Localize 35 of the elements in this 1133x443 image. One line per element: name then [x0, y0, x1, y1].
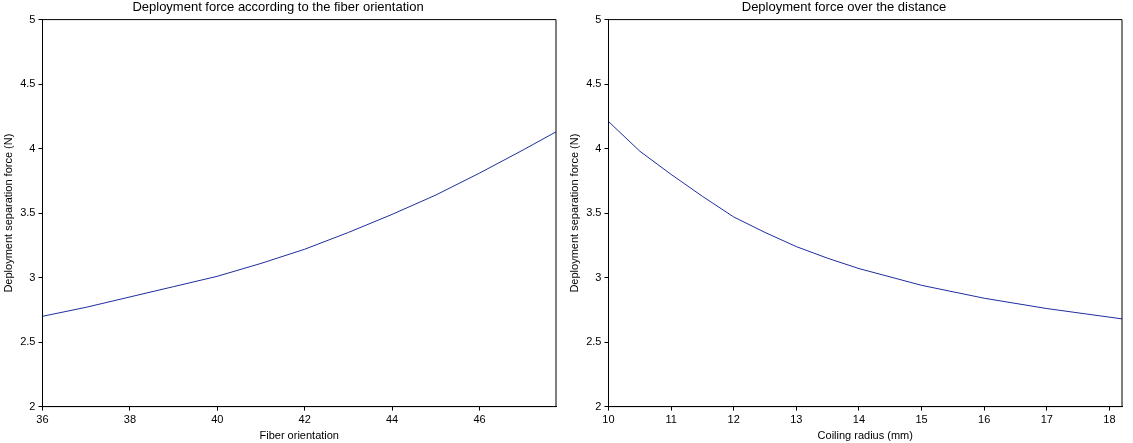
y-axis-title: Deployment separation force (N) — [567, 133, 580, 293]
y-tick-label: 2.5 — [20, 335, 36, 348]
x-tick-label: 38 — [123, 413, 137, 426]
x-tick-label: 16 — [978, 413, 991, 426]
x-tick-label: 12 — [727, 413, 740, 426]
x-tick-label: 14 — [852, 413, 866, 426]
y-tick-label: 2.5 — [586, 335, 602, 348]
x-tick-label: 46 — [473, 413, 486, 426]
x-tick-label: 36 — [36, 413, 49, 426]
x-tick-label: 44 — [385, 413, 399, 426]
x-tick-label: 11 — [665, 413, 677, 426]
y-axis-title: Deployment separation force (N) — [1, 133, 14, 293]
y-tick-label: 4.5 — [20, 77, 36, 90]
chart-title: Deployment force according to the fiber orientation — [132, 0, 424, 15]
y-tick-label: 5 — [29, 12, 36, 25]
x-tick-label: 42 — [298, 413, 311, 426]
y-tick-label: 3 — [595, 270, 602, 283]
x-tick-label: 13 — [790, 413, 803, 426]
y-tick-label: 5 — [595, 12, 602, 25]
y-tick-label: 2 — [595, 399, 602, 412]
x-tick-label: 40 — [211, 413, 224, 426]
y-tick-label: 2 — [29, 399, 36, 412]
y-tick-label: 4 — [29, 141, 36, 154]
x-tick-label: 15 — [915, 413, 928, 426]
x-axis-title: Fiber orientation — [259, 429, 339, 442]
x-tick-label: 18 — [1103, 413, 1116, 426]
y-tick-label: 4.5 — [586, 77, 602, 90]
x-axis-title: Coiling radius (mm) — [817, 429, 913, 442]
y-tick-label: 4 — [595, 141, 602, 154]
y-tick-label: 3.5 — [20, 206, 36, 219]
y-tick-label: 3 — [29, 270, 36, 283]
chart-title: Deployment force over the distance — [741, 0, 947, 15]
x-tick-label: 17 — [1040, 413, 1053, 426]
x-tick-label: 10 — [602, 413, 615, 426]
y-tick-label: 3.5 — [586, 206, 602, 219]
